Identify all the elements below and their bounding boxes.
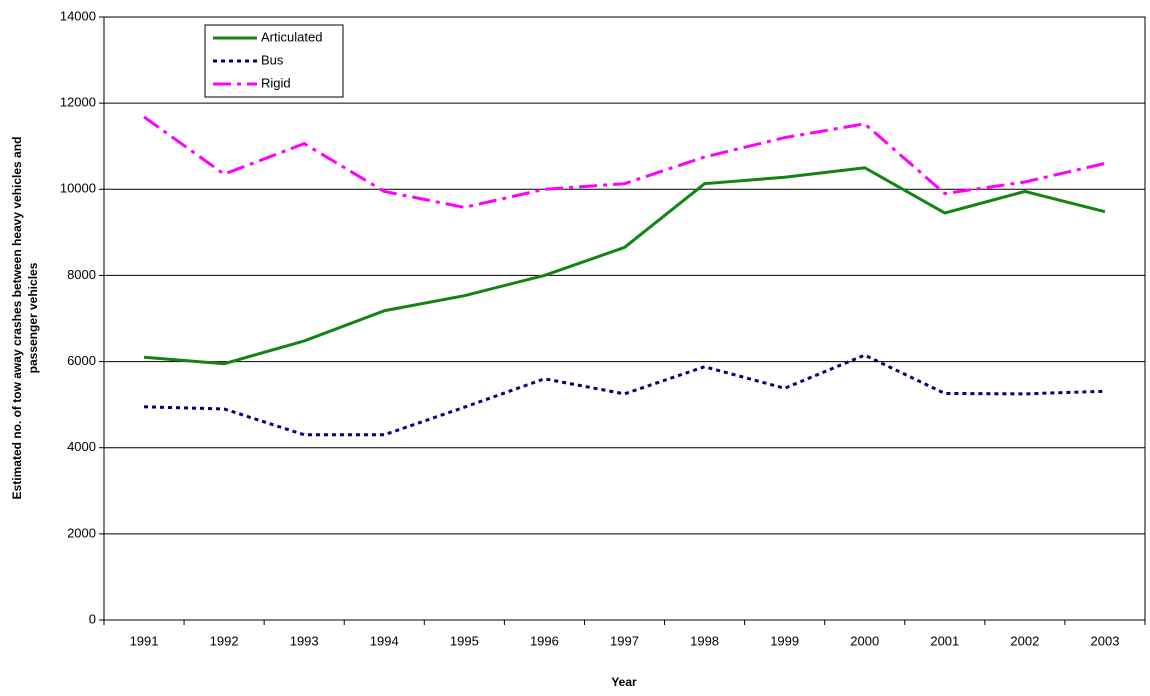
x-tick-label: 2001	[930, 633, 959, 648]
x-tick-label: 1993	[290, 633, 319, 648]
x-tick-label: 1997	[610, 633, 639, 648]
series-line	[143, 166, 1106, 366]
series-line	[143, 115, 1106, 209]
y-axis-title: passenger vehicles	[26, 262, 40, 373]
x-tick-label: 2000	[850, 633, 879, 648]
legend-label: Rigid	[261, 75, 291, 90]
y-tick-label: 8000	[67, 267, 96, 282]
y-tick-label: 12000	[60, 95, 96, 110]
x-tick-label: 2003	[1091, 633, 1120, 648]
x-axis-title: Year	[611, 675, 637, 689]
y-tick-label: 6000	[67, 353, 96, 368]
y-tick-label: 2000	[67, 525, 96, 540]
x-tick-label: 1996	[530, 633, 559, 648]
x-tick-label: 2002	[1010, 633, 1039, 648]
y-tick-label: 10000	[60, 181, 96, 196]
x-tick-label: 1994	[370, 633, 399, 648]
y-tick-label: 0	[89, 611, 96, 626]
legend-label: Bus	[261, 52, 284, 67]
series-line	[143, 353, 1106, 437]
legend-label: Articulated	[261, 29, 322, 44]
x-tick-label: 1998	[690, 633, 719, 648]
x-tick-label: 1992	[210, 633, 239, 648]
y-tick-label: 4000	[67, 439, 96, 454]
y-axis-title: Estimated no. of tow away crashes betwee…	[10, 137, 24, 500]
x-tick-label: 1999	[770, 633, 799, 648]
x-tick-label: 1991	[130, 633, 159, 648]
y-tick-label: 14000	[60, 8, 96, 23]
x-tick-label: 1995	[450, 633, 479, 648]
plot-border	[103, 16, 1146, 621]
